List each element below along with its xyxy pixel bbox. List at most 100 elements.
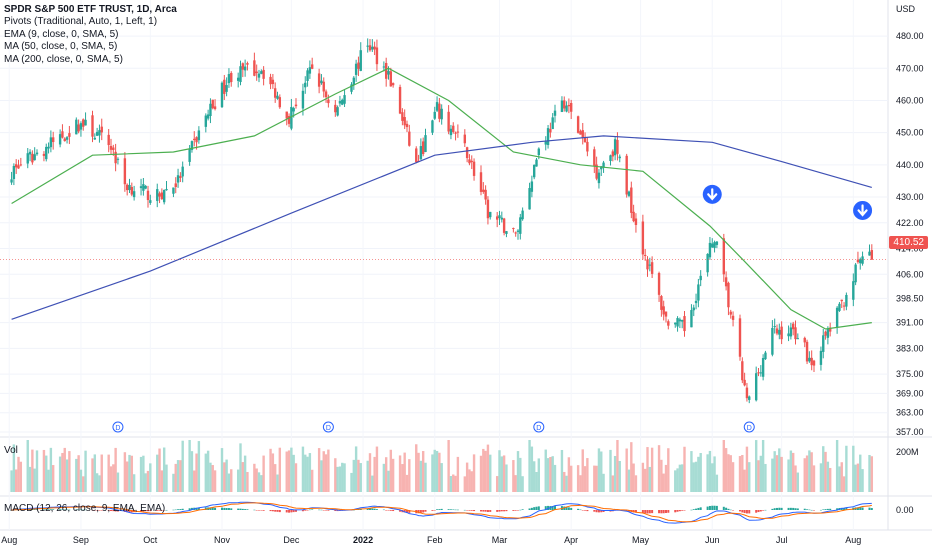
candle-body — [854, 264, 857, 283]
macd-histogram-bar — [843, 507, 846, 510]
macd-histogram-bar — [174, 509, 177, 511]
volume-bar — [190, 451, 194, 492]
volume-bar — [560, 449, 564, 492]
volume-bar — [748, 462, 751, 492]
candle-body — [188, 148, 191, 162]
volume-bar — [415, 444, 418, 492]
volume-bar — [246, 471, 249, 492]
candle-body — [47, 146, 50, 149]
time-axis[interactable]: Aug Sep Oct Nov Dec 2022 Feb Mar Apr May Jun Jul Aug — [1, 535, 861, 545]
candle-body — [724, 277, 728, 287]
macd-histogram-bar — [699, 507, 702, 510]
candle-body — [528, 188, 531, 210]
volume-bar — [384, 457, 388, 492]
price-axis[interactable]: USD 480.00 470.00 460.00 450.00 440.00 430.00 4… — [896, 4, 924, 515]
volume-bar — [359, 463, 362, 492]
volume-bar — [114, 447, 117, 492]
candle-body — [498, 215, 501, 219]
macd-histogram-bar — [651, 510, 654, 514]
candle-body — [486, 199, 490, 219]
macd-histogram-bar — [597, 510, 600, 513]
macd-histogram-bar — [311, 509, 314, 510]
indicator-ema[interactable]: EMA (9, close, 0, SMA, 5) — [4, 28, 119, 40]
macd-histogram-bar — [366, 508, 369, 510]
candle-body — [630, 187, 633, 213]
candle-body — [454, 132, 457, 134]
macd-label[interactable]: MACD (12, 26, close, 9, EMA, EMA) — [4, 503, 166, 514]
candle-body — [308, 67, 312, 74]
volume-bar — [31, 449, 34, 492]
candle-body — [519, 217, 522, 234]
candle-body — [643, 254, 647, 256]
macd-histogram-bar — [706, 506, 709, 510]
volume-bar — [260, 475, 263, 492]
candle-body — [320, 80, 323, 84]
macd-histogram-bar — [369, 508, 371, 510]
candle-body — [771, 327, 774, 355]
candle-body — [553, 110, 557, 116]
macd-histogram-bar — [107, 510, 110, 511]
macd-histogram-bar — [581, 510, 584, 511]
volume-bar — [856, 463, 860, 492]
dividend-marker — [533, 421, 545, 433]
volume-bar — [569, 465, 573, 492]
candle-body — [49, 137, 53, 148]
macd-histogram-bar — [241, 508, 244, 510]
candle-body — [278, 97, 282, 108]
macd-histogram-bar — [190, 507, 193, 510]
volume-bar — [354, 446, 358, 492]
volume-bar — [468, 469, 471, 492]
volume-bar — [271, 453, 275, 492]
volume-bar — [516, 451, 520, 492]
candle-body — [273, 88, 277, 98]
volume-bar — [546, 458, 550, 492]
indicator-pivots[interactable]: Pivots (Traditional, Auto, 1, Left, 1) — [4, 16, 158, 28]
volume-bar — [26, 440, 29, 492]
candle-body — [431, 120, 434, 133]
candle-body — [225, 85, 228, 92]
candle-body — [551, 117, 554, 130]
volume-bar — [292, 454, 295, 492]
candle-body — [440, 108, 443, 120]
candle-body — [576, 116, 580, 133]
indicator-ma-50[interactable]: MA (50, close, 0, SMA, 5) — [4, 41, 118, 53]
candle-body — [438, 103, 441, 119]
volume-bar — [789, 450, 793, 492]
macd-histogram-bar — [288, 510, 291, 513]
macd-histogram-bar — [93, 510, 96, 511]
candle-body — [738, 318, 742, 357]
volume-bar — [731, 462, 735, 492]
candle-body — [382, 66, 386, 68]
volume-bar — [49, 447, 53, 492]
volume-bar — [861, 469, 864, 492]
candle-body — [713, 242, 716, 248]
price-tick-label: 391.00 — [896, 318, 924, 328]
candle-body — [246, 63, 249, 65]
volume-bar — [643, 468, 647, 492]
candle-body — [132, 191, 136, 198]
candle-body — [373, 46, 376, 50]
candle-body — [14, 164, 18, 168]
dividend-marker-label: D — [115, 425, 120, 432]
volume-bar — [512, 460, 515, 492]
candle-body — [107, 134, 110, 146]
candle-body — [68, 133, 71, 137]
volume-bar — [595, 465, 598, 492]
price-tick-label: 470.00 — [896, 63, 924, 73]
macd-histogram-bar — [745, 510, 748, 514]
macd-histogram-bar — [36, 509, 38, 510]
macd-histogram-bar — [156, 510, 159, 511]
candle-body — [754, 373, 758, 401]
macd-histogram-bar — [480, 510, 482, 512]
indicator-ma-200[interactable]: MA (200, close, 0, SMA, 5) — [4, 53, 123, 65]
macd-histogram-bar — [565, 506, 568, 510]
volume-bar — [692, 462, 695, 492]
candle-body — [597, 172, 601, 184]
volume-bar — [567, 457, 571, 492]
volume-bar — [195, 453, 198, 492]
volume-bar — [713, 456, 716, 492]
macd-histogram-bar — [406, 510, 408, 513]
volume-bar — [667, 448, 670, 492]
ma-200-line — [11, 135, 872, 320]
